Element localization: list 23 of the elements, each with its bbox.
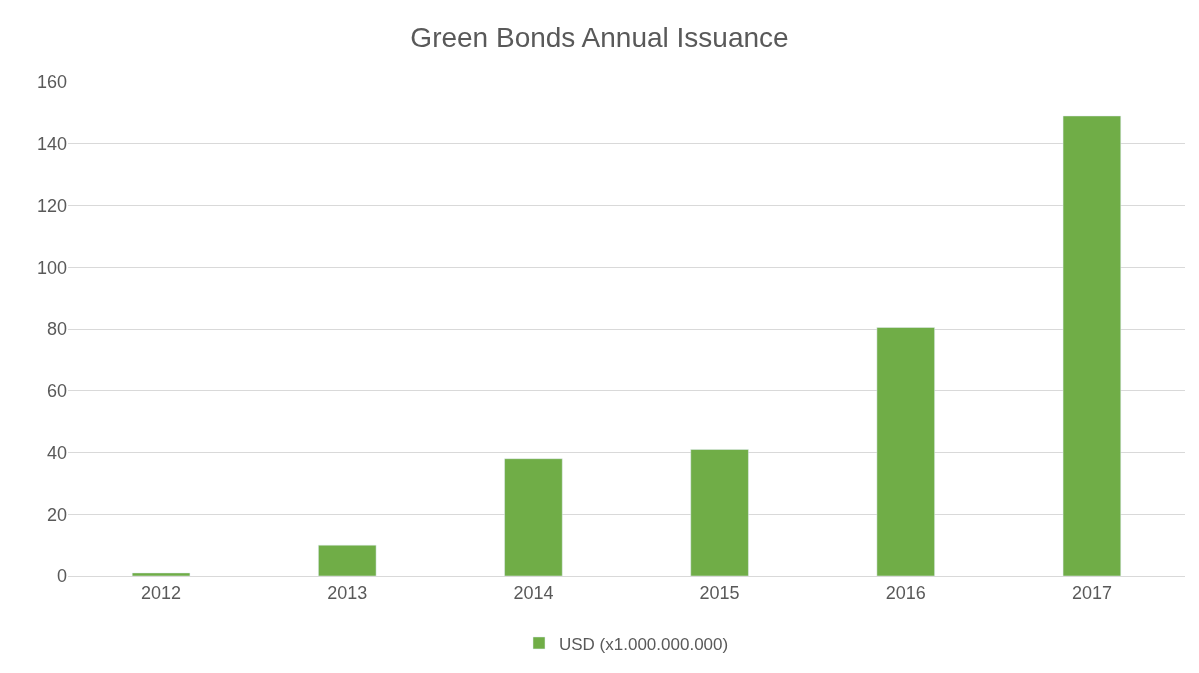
x-tick-label: 2014 — [513, 582, 554, 603]
y-tick-label: 20 — [46, 504, 67, 525]
bar — [131, 572, 191, 576]
y-tick-label: 140 — [36, 134, 67, 155]
y-tick-label: 160 — [36, 72, 67, 93]
y-tick-label: 40 — [46, 442, 67, 463]
bar — [318, 544, 377, 576]
bar — [1062, 115, 1122, 576]
x-tick-label: 2017 — [1071, 582, 1112, 603]
y-tick-label: 100 — [36, 257, 67, 278]
bar — [876, 327, 935, 576]
legend-label: USD (x1.000.000.000) — [559, 634, 729, 654]
bar — [690, 449, 749, 576]
bar — [504, 458, 563, 576]
y-tick-label: 0 — [56, 566, 67, 587]
x-tick-label: 2016 — [885, 582, 926, 603]
y-tick-label: 120 — [36, 195, 67, 216]
y-tick-label: 60 — [46, 381, 67, 402]
x-tick-label: 2015 — [699, 582, 740, 603]
y-tick-label: 80 — [46, 319, 67, 340]
x-tick-label: 2013 — [327, 582, 368, 603]
x-tick-label: 2012 — [141, 582, 182, 603]
chart-title: Green Bonds Annual Issuance — [410, 21, 789, 53]
